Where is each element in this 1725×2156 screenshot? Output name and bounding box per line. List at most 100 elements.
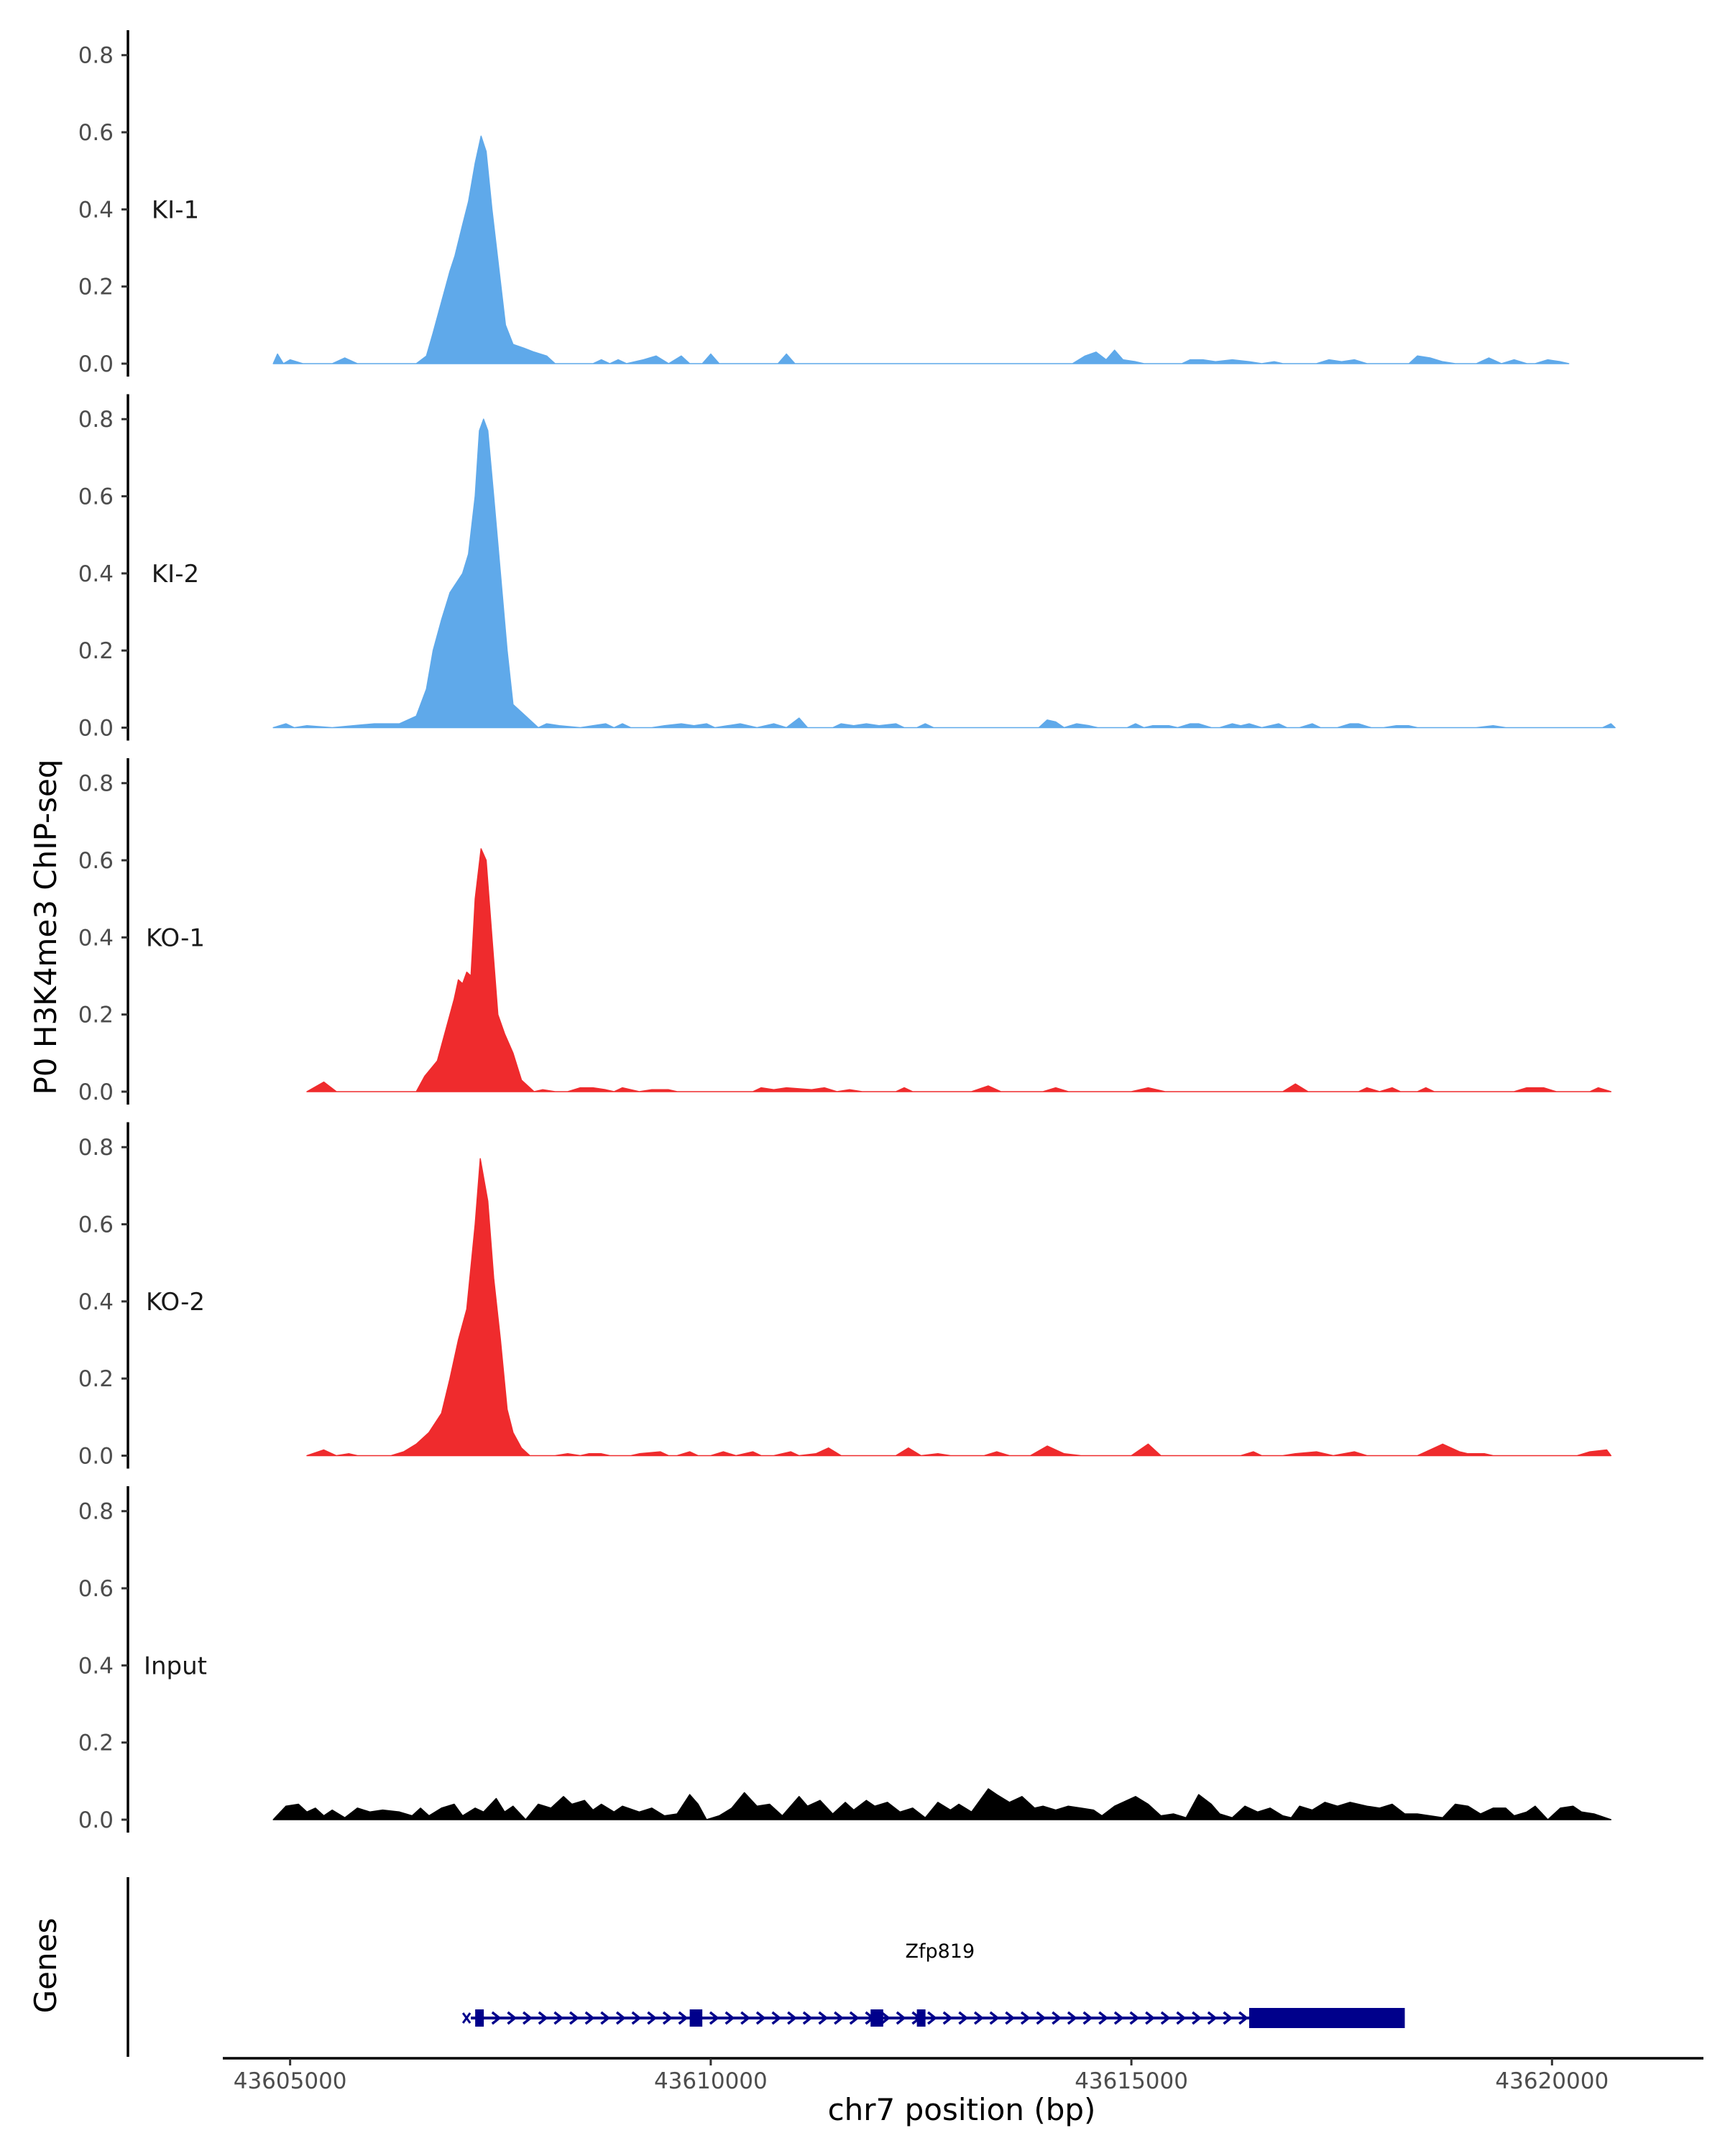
track-ki-2: 0.0 0.2 0.4 0.6 0.8 KI-2 bbox=[78, 394, 1616, 742]
track-ko-2: 0.0 0.2 0.4 0.6 0.8 KO-2 bbox=[78, 1122, 1612, 1470]
gene-exon bbox=[870, 2009, 883, 2027]
strand-chevron bbox=[1113, 2011, 1124, 2025]
gene-exon bbox=[1248, 2008, 1405, 2028]
coverage-area-ki-1 bbox=[272, 135, 1570, 364]
strand-chevron bbox=[740, 2011, 751, 2025]
y-tick-label: 0.8 bbox=[78, 1499, 114, 1525]
strand-chevron bbox=[1129, 2011, 1140, 2025]
strand-chevron bbox=[615, 2011, 626, 2025]
gene-name-label: Zfp819 bbox=[905, 1940, 975, 1963]
strand-chevron bbox=[724, 2011, 735, 2025]
strand-chevron bbox=[1176, 2011, 1187, 2025]
tracks-layer: 0.00.20.40.60.8KI-10.00.20.40.60.8KI-20.… bbox=[78, 30, 1616, 1833]
strand-chevron bbox=[709, 2011, 719, 2025]
y-tick-label: 0.2 bbox=[78, 1003, 114, 1028]
gene-track: Zfp819 bbox=[126, 1877, 1405, 2057]
x-tick-label: 43610000 bbox=[654, 2068, 768, 2094]
track-label: KO-1 bbox=[146, 923, 205, 952]
y-tick-label: 0.4 bbox=[78, 1289, 114, 1315]
y-tick-label: 0.6 bbox=[78, 848, 114, 874]
genes-axis-title: Genes bbox=[28, 1918, 63, 2014]
strand-chevron bbox=[896, 2011, 906, 2025]
strand-chevron bbox=[1192, 2011, 1202, 2025]
y-tick-label: 0.2 bbox=[78, 275, 114, 300]
strand-chevron bbox=[1067, 2011, 1077, 2025]
y-tick-label: 0.8 bbox=[78, 771, 114, 797]
y-tick-label: 0.4 bbox=[78, 197, 114, 223]
strand-chevron bbox=[1160, 2011, 1171, 2025]
strand-chevron bbox=[569, 2011, 579, 2025]
y-tick-label: 0.4 bbox=[78, 1653, 114, 1679]
strand-chevron bbox=[1020, 2011, 1031, 2025]
y-tick-label: 0.6 bbox=[78, 484, 114, 510]
strand-chevron bbox=[989, 2011, 1000, 2025]
coverage-area-ko-2 bbox=[306, 1158, 1612, 1457]
y-tick-label: 0.6 bbox=[78, 1212, 114, 1238]
strand-chevron bbox=[538, 2011, 548, 2025]
gene-exon bbox=[475, 2009, 484, 2027]
y-tick-label: 0.0 bbox=[78, 716, 114, 742]
strand-chevron bbox=[584, 2011, 595, 2025]
strand-chevron bbox=[1052, 2011, 1062, 2025]
strand-chevron bbox=[927, 2011, 937, 2025]
strand-chevron bbox=[662, 2011, 673, 2025]
gene-exon bbox=[916, 2009, 926, 2027]
strand-chevron bbox=[491, 2011, 502, 2025]
x-axis: 43605000 43610000 43615000 43620000 bbox=[223, 2057, 1703, 2094]
strand-chevron bbox=[1005, 2011, 1016, 2025]
y-tick-label: 0.0 bbox=[78, 1079, 114, 1105]
strand-chevron bbox=[834, 2011, 844, 2025]
strand-chevron bbox=[1082, 2011, 1093, 2025]
strand-chevron bbox=[1238, 2011, 1248, 2025]
coverage-area-ko-1 bbox=[306, 848, 1612, 1092]
y-tick-label: 0.8 bbox=[78, 407, 114, 433]
strand-chevron bbox=[880, 2011, 891, 2025]
strand-chevron bbox=[818, 2011, 829, 2025]
y-tick-label: 0.2 bbox=[78, 1366, 114, 1392]
strand-chevron bbox=[802, 2011, 813, 2025]
y-tick-label: 0.2 bbox=[78, 638, 114, 664]
track-label: Input bbox=[144, 1651, 207, 1680]
track-input: 0.0 0.2 0.4 0.6 0.8 Input bbox=[78, 1486, 1612, 1833]
y-tick-label: 0.6 bbox=[78, 120, 114, 146]
y-axis-title: P0 H3K4me3 ChIP-seq bbox=[28, 759, 63, 1095]
strand-chevron bbox=[771, 2011, 782, 2025]
x-tick-label: 43605000 bbox=[234, 2068, 347, 2094]
y-tick-label: 0.4 bbox=[78, 925, 114, 951]
strand-chevron bbox=[600, 2011, 611, 2025]
strand-chevron bbox=[678, 2011, 689, 2025]
strand-chevron bbox=[1145, 2011, 1156, 2025]
y-tick-label: 0.0 bbox=[78, 351, 114, 377]
strand-chevron bbox=[787, 2011, 798, 2025]
strand-chevron bbox=[1098, 2011, 1109, 2025]
strand-chevron bbox=[553, 2011, 564, 2025]
track-label: KI-2 bbox=[152, 560, 199, 589]
y-tick-label: 0.6 bbox=[78, 1576, 114, 1602]
strand-chevron bbox=[647, 2011, 658, 2025]
strand-chevron bbox=[631, 2011, 642, 2025]
strand-chevron bbox=[507, 2011, 518, 2025]
track-ki-1: 0.0 0.2 0.4 0.6 0.8 KI-1 bbox=[78, 30, 1570, 377]
strand-chevron bbox=[1207, 2011, 1218, 2025]
gene-exon bbox=[689, 2009, 703, 2027]
x-axis-title: chr7 position (bp) bbox=[828, 2092, 1096, 2127]
y-tick-label: 0.4 bbox=[78, 561, 114, 587]
strand-chevron bbox=[973, 2011, 984, 2025]
strand-chevron bbox=[942, 2011, 953, 2025]
y-tick-label: 0.8 bbox=[78, 1135, 114, 1161]
y-tick-label: 0.0 bbox=[78, 1444, 114, 1470]
y-tick-label: 0.0 bbox=[78, 1807, 114, 1833]
track-label: KO-2 bbox=[146, 1288, 205, 1317]
track-label: KI-1 bbox=[152, 195, 199, 224]
strand-chevron bbox=[523, 2011, 533, 2025]
y-tick-label: 0.8 bbox=[78, 43, 114, 69]
strand-chevron bbox=[1036, 2011, 1046, 2025]
y-tick-label: 0.2 bbox=[78, 1731, 114, 1756]
gene-start-marker bbox=[461, 2012, 472, 2024]
x-tick-label: 43615000 bbox=[1075, 2068, 1188, 2094]
strand-chevron bbox=[849, 2011, 860, 2025]
coverage-area-input bbox=[272, 1788, 1612, 1820]
x-tick-label: 43620000 bbox=[1495, 2068, 1609, 2094]
strand-chevron bbox=[755, 2011, 766, 2025]
